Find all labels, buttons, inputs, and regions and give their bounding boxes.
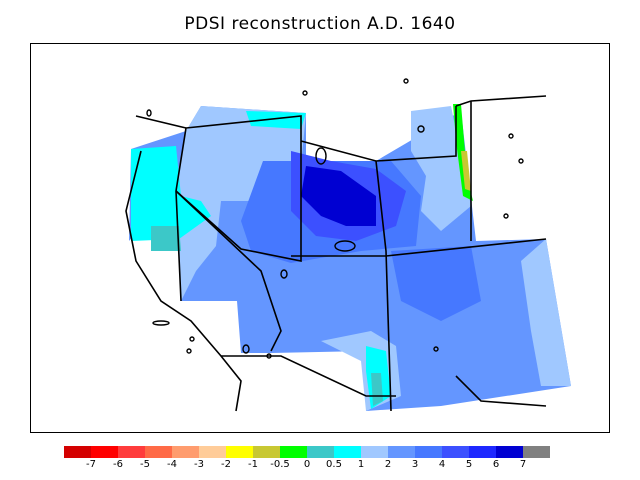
legend-tick-label: 0 bbox=[303, 459, 311, 470]
legend-tick-label: 6 bbox=[492, 459, 500, 470]
legend-swatch bbox=[361, 446, 388, 458]
legend-tick-label: 7 bbox=[519, 459, 527, 470]
region-olive bbox=[461, 151, 471, 191]
map-frame bbox=[30, 43, 610, 433]
legend-swatch bbox=[118, 446, 145, 458]
legend-tick-label: -3 bbox=[194, 459, 204, 470]
boundary-lines bbox=[125, 95, 547, 412]
region-light-blue-north bbox=[176, 106, 306, 301]
legend-tick-label: 4 bbox=[438, 459, 446, 470]
legend-tick-label: 5 bbox=[465, 459, 473, 470]
lakes bbox=[146, 78, 524, 359]
region-teal-west bbox=[151, 226, 181, 251]
legend-tick-label: -6 bbox=[113, 459, 123, 470]
legend-tick-label: 2 bbox=[384, 459, 392, 470]
region-cyan-west bbox=[131, 146, 211, 241]
legend-swatch bbox=[415, 446, 442, 458]
legend-swatch bbox=[145, 446, 172, 458]
pdsi-map bbox=[125, 78, 571, 412]
legend-tick-label: -0.5 bbox=[270, 459, 290, 470]
region-light-blue-southeast bbox=[521, 239, 571, 386]
chart-title: PDSI reconstruction A.D. 1640 bbox=[184, 14, 456, 34]
legend-swatch bbox=[388, 446, 415, 458]
legend-swatch bbox=[307, 446, 334, 458]
legend-swatch bbox=[226, 446, 253, 458]
region-cyan-north bbox=[246, 111, 306, 129]
legend-swatch bbox=[469, 446, 496, 458]
legend-swatch bbox=[523, 446, 550, 458]
legend-tick-label: 3 bbox=[411, 459, 419, 470]
legend-swatch bbox=[253, 446, 280, 458]
legend-tick-label: -4 bbox=[167, 459, 177, 470]
region-teal-south bbox=[371, 373, 383, 406]
legend-swatch bbox=[496, 446, 523, 458]
legend-swatch bbox=[334, 446, 361, 458]
region-blue-east bbox=[391, 246, 481, 321]
region-deep-blue bbox=[301, 166, 376, 226]
legend-tick-label: 0.5 bbox=[326, 459, 342, 470]
legend-swatches bbox=[64, 446, 550, 458]
legend-tick-label: -5 bbox=[140, 459, 150, 470]
legend-swatch bbox=[91, 446, 118, 458]
legend-swatch bbox=[442, 446, 469, 458]
legend-swatch bbox=[64, 446, 91, 458]
legend-tick-label: -7 bbox=[86, 459, 96, 470]
legend-swatch bbox=[199, 446, 226, 458]
legend-tick-label: -1 bbox=[248, 459, 258, 470]
color-legend: -7 -6 -5 -4 -3 -2 -1 -0.5 0 0.5 1 2 3 4 … bbox=[64, 446, 577, 476]
legend-swatch bbox=[280, 446, 307, 458]
legend-tick-label: 1 bbox=[357, 459, 365, 470]
legend-tick-label: -2 bbox=[221, 459, 231, 470]
legend-swatch bbox=[172, 446, 199, 458]
